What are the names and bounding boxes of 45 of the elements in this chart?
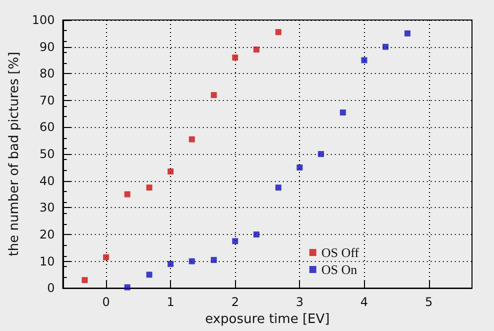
y-tick-label: 100 <box>32 13 55 27</box>
point <box>146 184 152 191</box>
x-tick-label: 0 <box>102 295 110 310</box>
point <box>210 92 217 98</box>
y-tick-label: 80 <box>40 66 55 81</box>
y-tick-label: 0 <box>47 281 55 296</box>
point <box>188 136 195 142</box>
point <box>188 258 195 264</box>
point <box>232 54 238 61</box>
point <box>361 57 368 64</box>
point <box>318 151 324 158</box>
y-tick-label: 10 <box>40 254 55 268</box>
point <box>253 46 260 52</box>
x-tick-label: 5 <box>424 295 433 310</box>
y-tick-label: 30 <box>40 200 55 215</box>
point <box>146 272 152 278</box>
x-tick-label: 3 <box>296 295 304 310</box>
point <box>82 277 88 284</box>
x-tick-label: 2 <box>231 295 239 310</box>
y-tick-label: 50 <box>40 147 55 162</box>
y-tick-label: 20 <box>40 227 55 242</box>
point <box>275 29 282 36</box>
point <box>124 191 130 198</box>
point <box>296 164 303 170</box>
point <box>275 184 282 191</box>
point <box>232 238 238 244</box>
y-axis-title: the number of bad pictures [%] <box>7 52 22 256</box>
point <box>103 254 110 260</box>
point <box>168 168 174 174</box>
y-tick-label: 40 <box>40 174 55 188</box>
point <box>404 30 410 36</box>
point <box>124 284 130 290</box>
x-axis-title: exposure time [EV] <box>205 312 330 327</box>
point <box>168 260 174 267</box>
x-tick-label: 4 <box>360 295 368 310</box>
point <box>340 109 346 116</box>
x-tick-label: 1 <box>166 295 174 310</box>
legend-label: OS Off <box>321 245 360 260</box>
point <box>253 231 260 238</box>
point <box>210 256 217 263</box>
point <box>382 44 389 50</box>
y-tick-label: 60 <box>40 120 55 134</box>
y-tick-label: 70 <box>40 93 55 108</box>
y-tick-label: 90 <box>40 40 55 54</box>
legend-label: OS On <box>321 262 358 277</box>
